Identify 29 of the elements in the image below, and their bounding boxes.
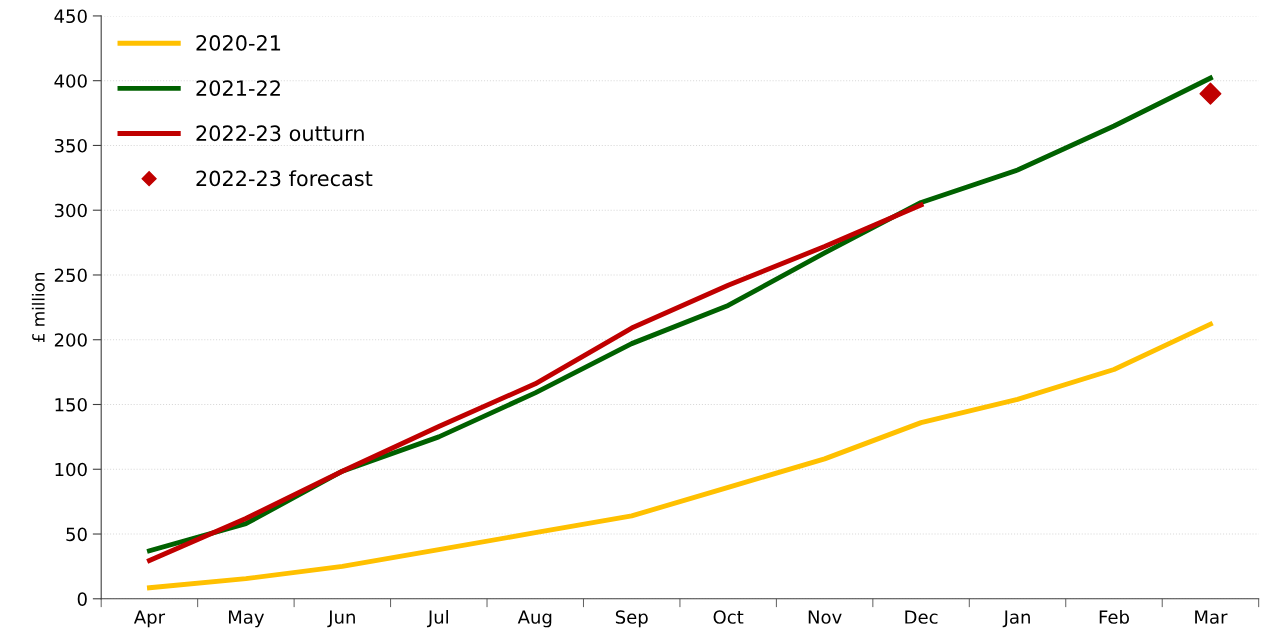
legend-label: 2020-21 [196, 35, 281, 51]
x-tick-label: Nov [808, 610, 842, 624]
y-tick-label: 450 [54, 9, 87, 24]
x-tick-label: Oct [713, 610, 744, 624]
y-tick-label: 250 [54, 268, 87, 283]
x-tick-label: Feb [1099, 609, 1129, 624]
y-tick-label: 300 [54, 203, 87, 218]
y-tick-label: 150 [55, 397, 87, 412]
legend-label: 2021-22 [196, 80, 280, 96]
y-tick-label: 100 [55, 462, 87, 477]
y-axis-title: £ million [31, 273, 45, 343]
x-tick-label: Jul [426, 609, 448, 628]
x-tick-label: Sep [615, 610, 648, 628]
x-tick-label: May [228, 610, 265, 628]
x-tick-label: Mar [1195, 610, 1228, 624]
y-tick-label: 350 [54, 138, 87, 153]
y-tick-label: 0 [77, 592, 87, 606]
y-tick-label: 50 [66, 527, 87, 542]
y-tick-label: 400 [54, 74, 87, 88]
y-tick-label: 200 [54, 333, 87, 347]
legend-label: 2022-23 outturn [196, 125, 364, 142]
x-tick-label: Aug [517, 610, 552, 628]
line-series [147, 321, 1213, 591]
x-tick-label: Apr [133, 610, 166, 628]
x-tick-label: Jan [1002, 610, 1030, 628]
x-tick-label: Jun [327, 610, 355, 628]
legend-label: 2022-23 forecast [196, 170, 373, 187]
line-series [147, 202, 924, 563]
x-tick-label: Dec [905, 610, 938, 624]
